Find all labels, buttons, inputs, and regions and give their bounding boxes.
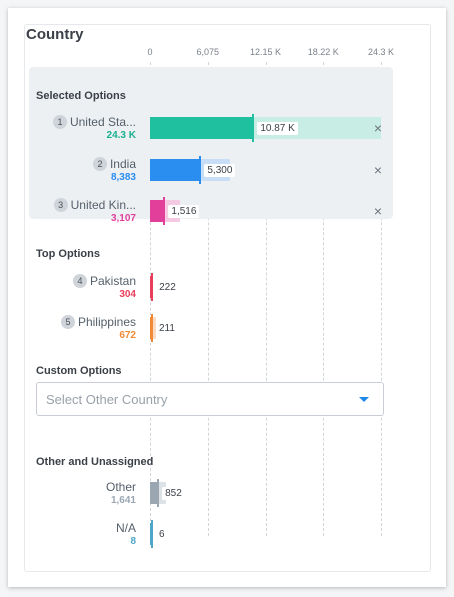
bar-value [150, 159, 201, 181]
bar-value-marker [151, 314, 153, 342]
row-total: 24.3 K [106, 130, 136, 141]
row-name: India [109, 157, 136, 171]
row-name: United Kin... [70, 198, 136, 212]
bar-value-marker [199, 156, 202, 184]
bar-value-label: 10.87 K [257, 122, 298, 135]
bar-value-label: 852 [162, 487, 185, 500]
bar-value [150, 117, 254, 139]
row-name: N/A [115, 521, 136, 535]
axis-tick-label: 18.22 K [307, 47, 339, 57]
section-title-selected: Selected Options [36, 90, 126, 102]
axis-tick-label: 24.3 K [367, 47, 395, 57]
gridline [265, 62, 267, 536]
bar-value-label: 222 [156, 281, 179, 294]
bar-value-marker [151, 520, 153, 548]
row-name: United Sta... [69, 115, 136, 129]
remove-icon[interactable]: × [373, 162, 383, 178]
remove-icon[interactable]: × [373, 203, 383, 219]
rank-badge: 1 [52, 115, 67, 129]
row-name: Philippines [77, 315, 136, 329]
gridline [381, 62, 382, 536]
row-total: 8 [130, 536, 136, 547]
rank-badge: 3 [53, 198, 68, 212]
bar-value-label: 1,516 [168, 205, 200, 218]
row-total: 304 [119, 289, 136, 300]
section-title-other: Other and Unassigned [36, 456, 154, 468]
rank-badge: 5 [60, 315, 75, 329]
gridline [207, 62, 209, 536]
bar-value-marker [151, 273, 154, 301]
bar-value [150, 482, 159, 504]
caret-down-icon [359, 397, 369, 402]
bar-value-label: 6 [156, 528, 168, 541]
row-label: N/A [116, 521, 136, 535]
gridline [150, 62, 151, 536]
bar-value-label: 211 [156, 322, 178, 335]
axis-tick-label: 6,075 [196, 47, 220, 57]
section-title-top: Top Options [36, 248, 100, 260]
row-label: 1 United Sta... [52, 115, 136, 129]
bar-total [150, 317, 157, 339]
panel-title: Country [26, 26, 84, 43]
remove-icon[interactable]: × [373, 120, 383, 136]
bar-value-marker [163, 197, 166, 225]
row-label: 2 India [92, 157, 136, 171]
section-title-custom: Custom Options [36, 365, 122, 377]
rank-badge: 4 [72, 274, 87, 288]
gridline [323, 62, 325, 536]
bar-value-label: 5,300 [204, 164, 236, 177]
row-total: 672 [119, 330, 136, 341]
bar-value-marker [157, 479, 160, 507]
rank-badge: 2 [92, 157, 107, 171]
select-other-country-dropdown[interactable]: Select Other Country [36, 382, 384, 416]
row-label: 5 Philippines [60, 315, 136, 329]
row-label: 4 Pakistan [72, 274, 136, 288]
row-total: 3,107 [110, 213, 136, 224]
bar-value-marker [252, 114, 255, 142]
axis-tick-label: 12.15 K [249, 47, 282, 57]
row-total: 8,383 [110, 172, 136, 183]
selected-options-background [29, 67, 393, 219]
bar-value [150, 200, 165, 222]
row-label: Other [106, 480, 136, 494]
row-total: 1,641 [110, 495, 136, 506]
bar-value [150, 276, 153, 298]
dropdown-placeholder: Select Other Country [46, 392, 168, 407]
row-label: 3 United Kin... [53, 198, 136, 212]
axis-tick-label: 0 [147, 47, 153, 57]
row-name: Other [105, 480, 136, 494]
row-name: Pakistan [89, 274, 136, 288]
